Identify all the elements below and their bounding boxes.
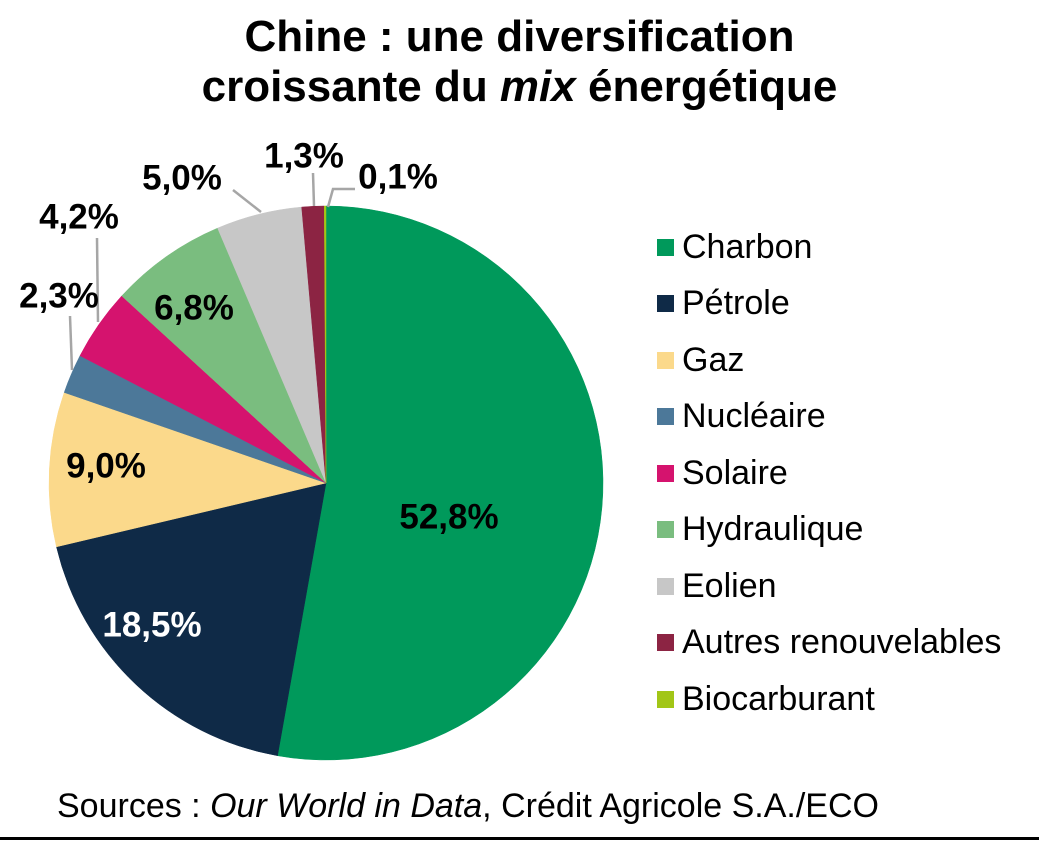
legend: Charbon Pétrole Gaz Nucléaire Solaire Hydraul… bbox=[657, 219, 1001, 728]
leader-lines-group bbox=[68, 172, 355, 371]
legend-label: Charbon bbox=[682, 227, 813, 266]
legend-label: Pétrole bbox=[682, 284, 790, 323]
chart-title-line1: Chine : une diversification bbox=[0, 12, 1039, 62]
sources-prefix: Sources : bbox=[57, 787, 211, 825]
leader-line-6 bbox=[232, 189, 262, 213]
legend-swatch-icon bbox=[657, 351, 674, 369]
chart-title-line2-italic: mix bbox=[499, 62, 576, 111]
legend-label: Biocarburant bbox=[682, 679, 875, 718]
pie-slice-8 bbox=[324, 205, 327, 484]
legend-item-4: Solaire bbox=[657, 445, 1001, 502]
legend-item-1: Pétrole bbox=[657, 276, 1001, 333]
legend-swatch-icon bbox=[657, 690, 674, 708]
legend-swatch-icon bbox=[657, 238, 674, 256]
legend-swatch-icon bbox=[657, 521, 674, 539]
slice-value-label-7: 1,3% bbox=[264, 137, 344, 176]
pie-slices-group bbox=[48, 205, 604, 761]
legend-item-8: Biocarburant bbox=[657, 671, 1001, 728]
legend-label: Nucléaire bbox=[682, 397, 826, 436]
legend-item-0: Charbon bbox=[657, 219, 1001, 276]
chart-title-line2-post: énergétique bbox=[575, 62, 838, 111]
slice-value-label-3: 2,3% bbox=[19, 277, 99, 316]
chart-title-line2-pre: croissante du bbox=[201, 62, 500, 111]
legend-label: Autres renouvelables bbox=[682, 623, 1002, 662]
pie-slice-0 bbox=[277, 205, 604, 761]
legend-item-6: Eolien bbox=[657, 558, 1001, 615]
legend-item-5: Hydraulique bbox=[657, 502, 1001, 559]
legend-swatch-icon bbox=[657, 408, 674, 426]
chart-title-line1-text: Chine : une diversification bbox=[244, 12, 795, 61]
pie-slice-2 bbox=[48, 392, 327, 548]
pie-slice-5 bbox=[121, 227, 327, 484]
chart-title: Chine : une diversification croissante d… bbox=[0, 12, 1039, 112]
slice-value-label-0: 52,8% bbox=[399, 498, 498, 537]
legend-item-2: Gaz bbox=[657, 332, 1001, 389]
slice-value-label-6: 5,0% bbox=[142, 159, 222, 198]
legend-label: Solaire bbox=[682, 453, 788, 492]
chart-title-line2: croissante du mix énergétique bbox=[0, 62, 1039, 112]
legend-swatch-icon bbox=[657, 295, 674, 313]
bottom-rule bbox=[0, 837, 1039, 840]
slice-value-label-2: 9,0% bbox=[66, 447, 146, 486]
legend-item-3: Nucléaire bbox=[657, 389, 1001, 446]
leader-line-7 bbox=[311, 172, 316, 207]
slice-value-label-8: 0,1% bbox=[358, 158, 438, 197]
legend-label: Hydraulique bbox=[682, 510, 864, 549]
leader-line-8 bbox=[326, 187, 355, 208]
leader-line-4 bbox=[95, 237, 100, 323]
legend-item-7: Autres renouvelables bbox=[657, 615, 1001, 672]
slice-value-label-1: 18,5% bbox=[102, 606, 201, 645]
legend-label: Eolien bbox=[682, 566, 777, 605]
legend-swatch-icon bbox=[657, 464, 674, 482]
pie-slice-1 bbox=[56, 482, 327, 757]
slice-value-label-5: 6,8% bbox=[154, 289, 234, 328]
legend-label: Gaz bbox=[682, 340, 745, 379]
leader-line-3 bbox=[68, 315, 74, 371]
sources-note: Sources : Our World in Data, Crédit Agri… bbox=[57, 787, 879, 826]
slice-value-label-4: 4,2% bbox=[39, 198, 119, 237]
slice-labels-group: 52,8% 18,5% 9,0% 2,3% 4,2% 6,8% 5,0% 1,3% 0,1% bbox=[19, 137, 499, 645]
sources-suffix: , Crédit Agricole S.A./ECO bbox=[482, 787, 879, 825]
legend-swatch-icon bbox=[657, 634, 674, 652]
legend-swatch-icon bbox=[657, 577, 674, 595]
sources-italic: Our World in Data bbox=[210, 787, 483, 825]
